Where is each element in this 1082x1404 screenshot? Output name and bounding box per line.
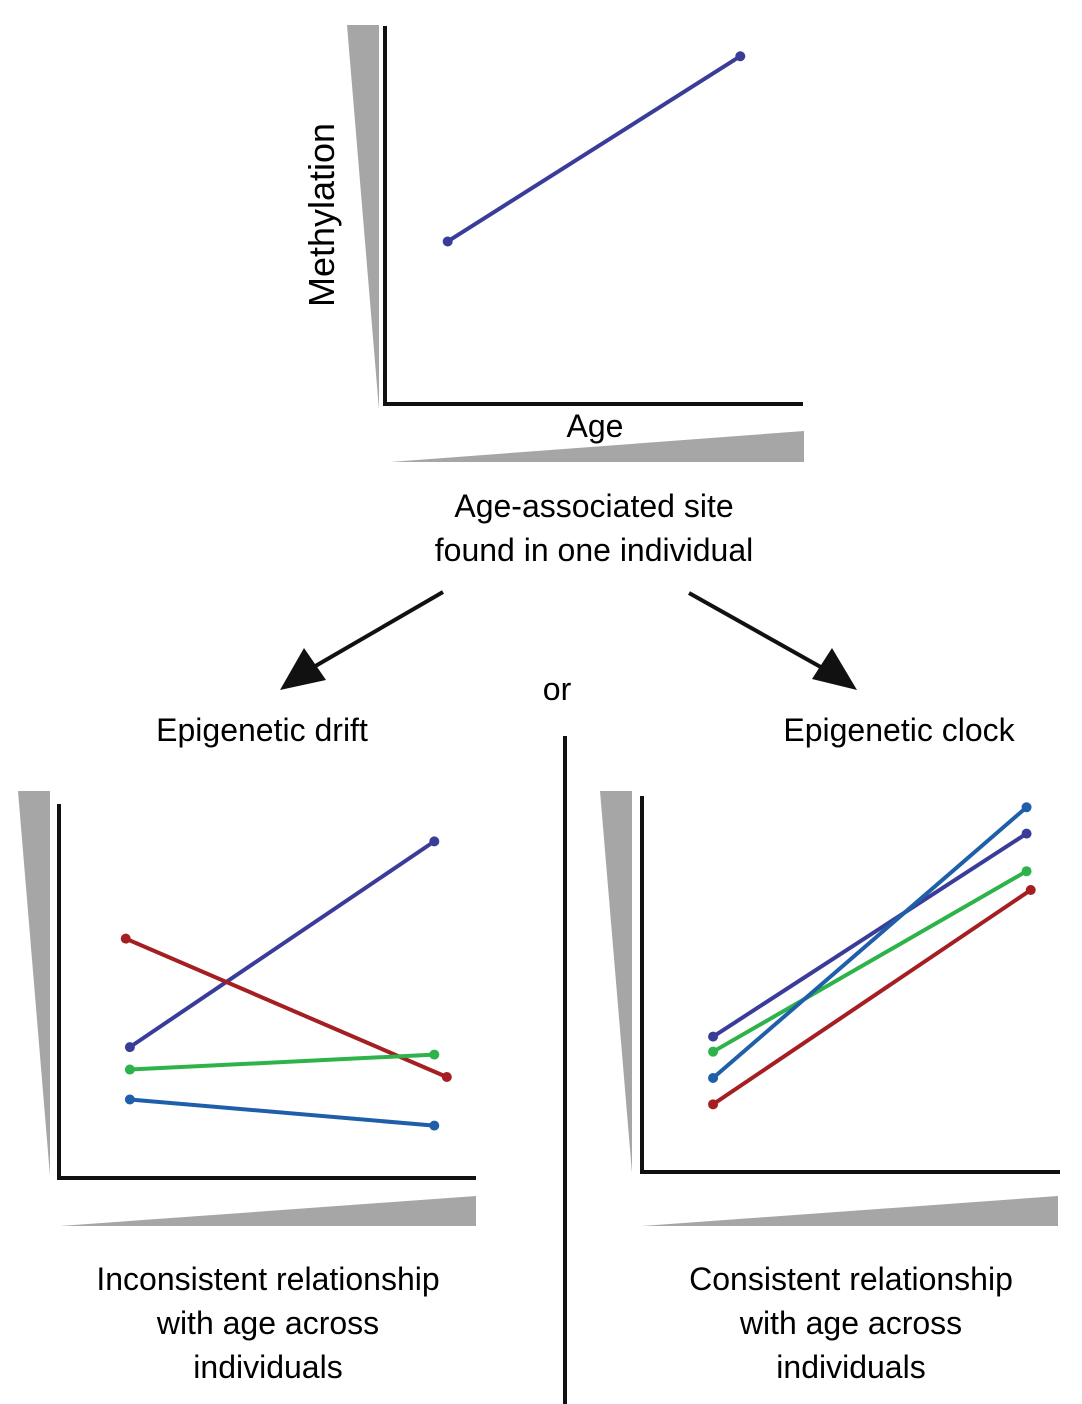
drift-blue-point-start bbox=[124, 1094, 135, 1105]
clock-plot bbox=[708, 802, 1036, 1110]
arrow-right-head bbox=[812, 648, 857, 690]
drift-age-wedge bbox=[60, 1196, 476, 1226]
drift-caption-line-3: individuals bbox=[193, 1349, 342, 1385]
drift-red-point-end bbox=[441, 1072, 452, 1083]
drift-methylation-wedge bbox=[18, 791, 50, 1176]
drift-green-point-start bbox=[124, 1064, 135, 1075]
drift-red-point-start bbox=[120, 933, 131, 944]
top-age-wedge bbox=[390, 431, 804, 462]
clock-green-point-end bbox=[1021, 866, 1032, 877]
arrow-right-shaft bbox=[688, 591, 827, 672]
clock-red-point-start bbox=[708, 1099, 719, 1110]
clock-title: Epigenetic clock bbox=[783, 712, 1015, 748]
drift-red-line bbox=[123, 936, 449, 1080]
drift-purple-point-start bbox=[124, 1042, 135, 1053]
drift-green-point-end bbox=[429, 1049, 440, 1060]
drift-blue-line bbox=[127, 1097, 437, 1128]
drift-green-line bbox=[127, 1052, 437, 1072]
top-panel: Methylation Age Age-associated site foun… bbox=[301, 25, 804, 568]
clock-caption-line-1: Consistent relationship bbox=[689, 1261, 1013, 1297]
arrow-left-shaft bbox=[310, 590, 445, 670]
drift-title: Epigenetic drift bbox=[156, 712, 368, 748]
connectors: or bbox=[280, 590, 857, 1404]
clock-caption-line-3: individuals bbox=[776, 1349, 925, 1385]
top-methylation-wedge bbox=[347, 25, 379, 410]
drift-caption-line-1: Inconsistent relationship bbox=[96, 1261, 439, 1297]
drift-purple-point-end bbox=[429, 836, 440, 847]
clock-methylation-wedge bbox=[600, 791, 632, 1173]
top-caption-line-1: Age-associated site bbox=[454, 488, 733, 524]
drift-axes bbox=[57, 804, 476, 1180]
drift-caption-line-2: with age across bbox=[156, 1305, 379, 1341]
clock-purple-point-start bbox=[708, 1031, 719, 1042]
top-axes bbox=[383, 26, 803, 406]
clock-blue-line bbox=[711, 805, 1029, 1080]
drift-panel: Epigenetic drift Inconsistent relationsh… bbox=[18, 712, 476, 1385]
clock-purple-line bbox=[711, 831, 1029, 1039]
drift-blue-point-end bbox=[429, 1120, 440, 1131]
clock-blue-point-end bbox=[1021, 802, 1032, 813]
clock-age-wedge bbox=[642, 1196, 1058, 1226]
top-plot bbox=[442, 51, 746, 247]
top-purple-line bbox=[445, 54, 743, 244]
or-label: or bbox=[543, 671, 572, 707]
clock-blue-point-start bbox=[708, 1073, 719, 1083]
drift-plot bbox=[120, 836, 452, 1131]
clock-green-point-start bbox=[708, 1046, 719, 1057]
clock-axes bbox=[640, 796, 1060, 1174]
clock-red-line bbox=[711, 888, 1033, 1107]
clock-purple-point-end bbox=[1021, 828, 1032, 839]
top-x-axis-label: Age bbox=[567, 408, 624, 444]
clock-panel: Epigenetic clock Consistent relationship… bbox=[600, 712, 1060, 1385]
top-purple-point-start bbox=[442, 236, 453, 247]
clock-red-point-end bbox=[1025, 885, 1036, 895]
clock-green-line bbox=[711, 869, 1029, 1054]
top-y-axis-label: Methylation bbox=[301, 123, 342, 307]
clock-caption-line-2: with age across bbox=[739, 1305, 962, 1341]
drift-purple-line bbox=[127, 839, 437, 1050]
arrow-left-head bbox=[280, 648, 326, 690]
top-caption-line-2: found in one individual bbox=[435, 532, 753, 568]
top-purple-point-end bbox=[735, 51, 746, 62]
